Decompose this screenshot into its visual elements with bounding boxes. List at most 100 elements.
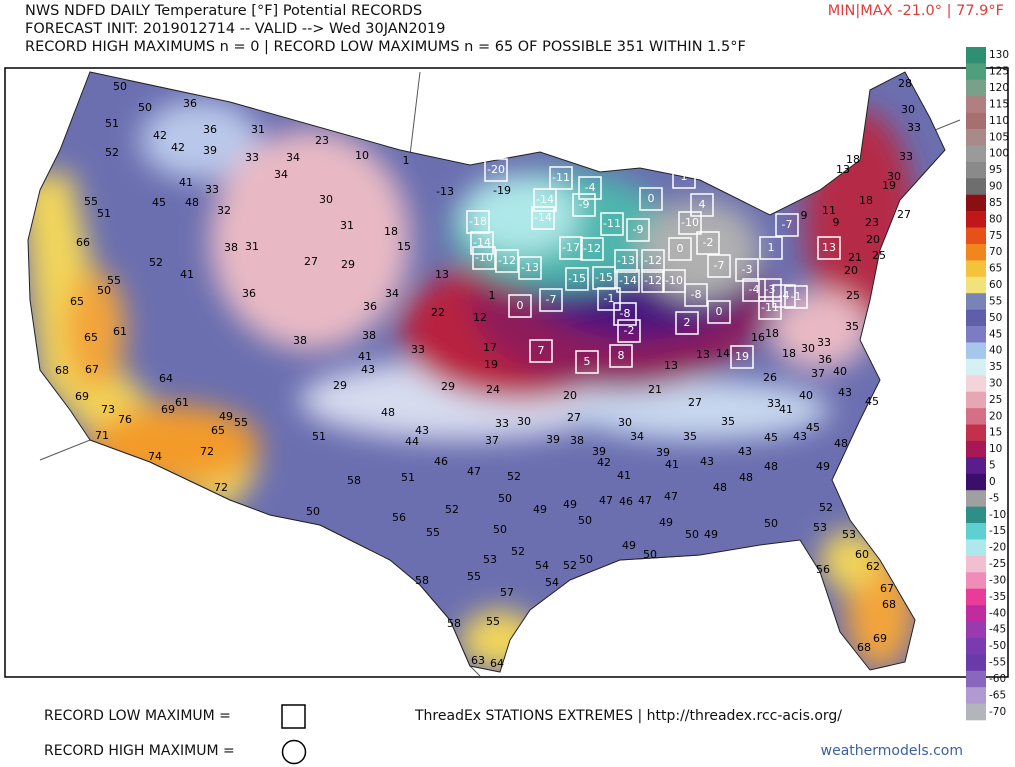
- record-box: [592, 266, 616, 290]
- station-value: 43: [361, 363, 375, 376]
- record-box: [626, 218, 650, 242]
- colorbar-label: 25: [989, 394, 1002, 406]
- colorbar-cell: [966, 457, 986, 475]
- station-value: 51: [401, 471, 415, 484]
- station-value: 50: [578, 514, 592, 527]
- station-value: 48: [834, 437, 848, 450]
- colorbar-cell: [966, 211, 986, 228]
- station-value: 40: [799, 389, 813, 402]
- station-value: 18: [782, 347, 796, 360]
- record-value: -12: [498, 254, 516, 267]
- station-value: 50: [97, 284, 111, 297]
- colorbar-label: -20: [989, 542, 1006, 554]
- station-value: 41: [179, 176, 193, 189]
- station-value: 39: [592, 445, 606, 458]
- colorbar-label: -40: [989, 607, 1006, 619]
- record-value: -18: [469, 215, 487, 228]
- station-value: 29: [333, 379, 347, 392]
- station-value: 50: [579, 553, 593, 566]
- station-value: 51: [312, 430, 326, 443]
- colorbar-label: 30: [989, 378, 1002, 390]
- record-box: [518, 256, 542, 280]
- station-value: 31: [245, 240, 259, 253]
- station-value: 34: [274, 168, 288, 181]
- record-box: [484, 158, 508, 182]
- colorbar-cell: [966, 539, 986, 557]
- record-box: [742, 278, 766, 302]
- station-value: 74: [148, 450, 162, 463]
- station-value: 36: [818, 353, 832, 366]
- record-box: [600, 212, 624, 236]
- record-value: -14: [534, 211, 552, 224]
- legend-square: [281, 704, 306, 729]
- station-value: 23: [865, 216, 879, 229]
- station-value: 45: [865, 395, 879, 408]
- station-value: 60: [855, 548, 869, 561]
- station-value: 43: [415, 424, 429, 437]
- station-value: 34: [630, 430, 644, 443]
- record-value: -7: [546, 293, 557, 306]
- station-value: 45: [764, 431, 778, 444]
- station-value: 33: [899, 150, 913, 163]
- record-box: [609, 344, 633, 368]
- station-value: 42: [171, 141, 185, 154]
- station-value: 63: [471, 654, 485, 667]
- station-value: 23: [315, 134, 329, 147]
- station-value: 13: [664, 359, 678, 372]
- record-box: [617, 319, 641, 343]
- record-box: [466, 210, 490, 234]
- station-value: 20: [563, 389, 577, 402]
- colorbar-label: 125: [989, 66, 1009, 78]
- colorbar-label: 20: [989, 410, 1002, 422]
- colorbar-cell: [966, 47, 986, 64]
- colorbar-cell: [966, 358, 986, 376]
- colorbar-cell: [966, 79, 986, 97]
- colorbar-cell: [966, 654, 986, 672]
- station-value: 33: [495, 417, 509, 430]
- station-value: 55: [234, 416, 248, 429]
- record-value: -4: [749, 283, 760, 296]
- station-value: 13: [836, 163, 850, 176]
- station-value: 27: [567, 411, 581, 424]
- station-value: 69: [161, 403, 175, 416]
- colorbar-cell: [966, 605, 986, 622]
- colorbar-cell: [966, 63, 986, 81]
- colorbar-label: 120: [989, 82, 1009, 94]
- station-value: 55: [486, 615, 500, 628]
- colorbar-cell: [966, 112, 986, 130]
- station-value: 64: [490, 657, 504, 670]
- colorbar-cell: [966, 161, 986, 179]
- station-value: 31: [251, 123, 265, 136]
- colorbar-label: 75: [989, 230, 1002, 242]
- colorbar-label: 80: [989, 213, 1002, 225]
- station-value: 25: [846, 289, 860, 302]
- colorbar-label: -25: [989, 558, 1006, 570]
- station-value: 38: [362, 329, 376, 342]
- record-box: [549, 166, 573, 190]
- station-value: 20: [844, 264, 858, 277]
- record-value: 0: [677, 242, 684, 255]
- record-value: -14: [619, 274, 637, 287]
- station-value: 19: [484, 358, 498, 371]
- station-value: 42: [153, 129, 167, 142]
- station-value: 27: [304, 255, 318, 268]
- record-value: -8: [620, 307, 631, 320]
- station-value: 61: [113, 325, 127, 338]
- station-value: 1: [489, 289, 496, 302]
- record-box: [775, 213, 799, 237]
- station-value: 41: [180, 268, 194, 281]
- station-value: 64: [159, 372, 173, 385]
- legend-label: RECORD HIGH MAXIMUM =: [44, 743, 235, 759]
- colorbar-label: -65: [989, 689, 1006, 701]
- record-value: -13: [617, 254, 635, 267]
- colorbar-label: -55: [989, 657, 1006, 669]
- station-value: 55: [107, 274, 121, 287]
- colorbar-cell: [966, 391, 986, 409]
- record-value: -17: [562, 241, 580, 254]
- record-value: 0: [517, 299, 524, 312]
- colorbar-cell: [966, 227, 986, 245]
- station-value: 47: [664, 490, 678, 503]
- station-value: 76: [118, 413, 132, 426]
- colorbar-label: -45: [989, 624, 1006, 636]
